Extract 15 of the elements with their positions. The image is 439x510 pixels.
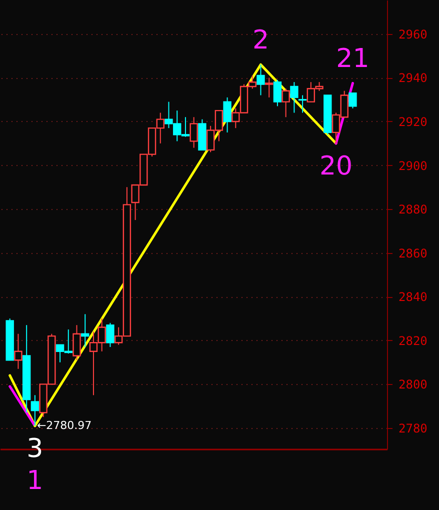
y-tick-label: 2840	[398, 290, 428, 304]
y-tick-label: 2960	[398, 27, 428, 42]
annotation: 2	[252, 26, 270, 56]
annotation: 21	[336, 44, 370, 74]
y-tick-label: 2800	[398, 378, 428, 392]
y-tick-label: 2820	[398, 334, 428, 348]
y-tick-label: 2900	[398, 158, 428, 173]
y-tick-label: 2940	[398, 71, 428, 86]
annotation: 20	[319, 151, 353, 182]
y-tick-label: 2780	[398, 421, 428, 436]
annotation: 1	[26, 466, 44, 496]
text: ←2780.97	[36, 418, 92, 432]
y-tick-label: 2880	[398, 202, 428, 217]
y-tick-label: 2860	[398, 246, 428, 260]
y-tick-label: 2920	[398, 115, 428, 129]
